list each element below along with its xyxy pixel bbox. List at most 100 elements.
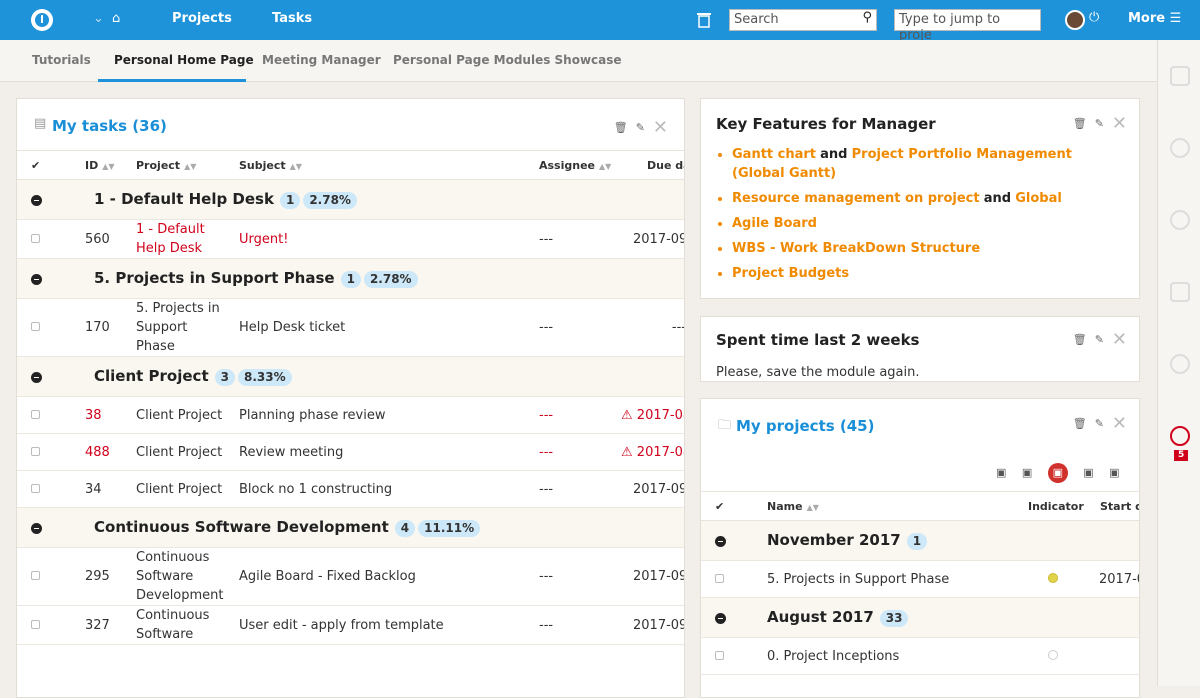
edit-icon[interactable]: ✎: [1094, 117, 1104, 130]
delete-icon[interactable]: 🗑: [1072, 417, 1087, 430]
nav-projects[interactable]: Projects: [172, 11, 232, 26]
project-name: 0. Project Inceptions: [756, 637, 1016, 675]
project-row[interactable]: 0. Project Inceptions: [701, 637, 1139, 675]
panel-title[interactable]: My projects (45): [736, 417, 875, 435]
checkbox[interactable]: [31, 446, 40, 456]
timer-icon[interactable]: [1170, 426, 1190, 446]
edit-icon[interactable]: ✎: [1094, 417, 1104, 430]
close-icon[interactable]: ✕: [1111, 329, 1127, 350]
close-icon[interactable]: ✕: [652, 117, 668, 138]
sidebar-icon[interactable]: [1170, 282, 1190, 302]
group-toggle[interactable]: [17, 356, 72, 397]
feature-link[interactable]: Gantt chart: [732, 147, 817, 162]
group-count: 1: [340, 271, 361, 288]
feature-link[interactable]: WBS - Work BreakDown Structure: [732, 241, 981, 256]
group-toggle[interactable]: [701, 597, 756, 638]
sidebar-icon[interactable]: [1170, 210, 1190, 230]
task-row[interactable]: 327 Continuous Software User edit - apply …: [17, 605, 684, 645]
checkbox[interactable]: [31, 483, 40, 493]
feature-link[interactable]: Project Budgets: [732, 266, 850, 281]
close-icon[interactable]: ✕: [1111, 413, 1127, 434]
task-row[interactable]: 488 Client Project Review meeting --- ⚠ 2017…: [17, 433, 684, 471]
project-row[interactable]: 5. Projects in Support Phase 2017-08: [701, 560, 1139, 598]
checkbox[interactable]: [31, 409, 40, 419]
close-icon[interactable]: ✕: [1111, 113, 1127, 134]
folder-icon: 🗀: [718, 418, 732, 433]
header-row: ✔ ID ▲▼ Project ▲▼ Subject ▲▼ Assignee ▲▼ Du…: [17, 150, 684, 180]
column-header[interactable]: Assignee ▲▼: [514, 150, 621, 180]
column-header[interactable]: Subject ▲▼: [230, 150, 514, 180]
task-due-date: 2017-09-1: [621, 605, 684, 645]
task-subject: Block no 1 constructing: [230, 470, 514, 508]
task-row[interactable]: 560 1 - Default Help Desk Urgent! --- 2017-0…: [17, 219, 684, 259]
delete-icon[interactable]: 🗑: [1072, 117, 1087, 130]
task-assignee: ---: [514, 219, 621, 259]
task-row[interactable]: 34 Client Project Block no 1 constructing -…: [17, 470, 684, 508]
chevron[interactable]: ⌄: [93, 11, 104, 26]
trash-icon[interactable]: [697, 12, 711, 28]
group-name: Continuous Software Development: [94, 518, 389, 536]
task-row[interactable]: 38 Client Project Planning phase review ---…: [17, 396, 684, 434]
column-header[interactable]: Due date: [621, 150, 684, 180]
avatar[interactable]: [1065, 10, 1085, 30]
indicator: [1016, 637, 1091, 675]
nav-tasks[interactable]: Tasks: [272, 11, 313, 26]
checkbox[interactable]: [31, 619, 40, 629]
tab[interactable]: Meeting Manager: [262, 53, 381, 67]
column-header[interactable]: Start da: [1091, 491, 1139, 521]
logo[interactable]: [30, 8, 54, 32]
logout-icon[interactable]: ⏻: [1089, 10, 1100, 25]
group-toggle[interactable]: [17, 507, 72, 548]
group-toggle[interactable]: [17, 258, 72, 299]
edit-icon[interactable]: ✎: [635, 121, 645, 134]
group-name: Client Project: [94, 367, 209, 385]
task-row[interactable]: 170 5. Projects in Support Phase Help Desk…: [17, 298, 684, 357]
task-subject: Planning phase review: [230, 396, 514, 434]
task-id: 38: [72, 396, 127, 434]
column-header[interactable]: Name ▲▼: [756, 491, 1016, 521]
sidebar-icon[interactable]: [1170, 138, 1190, 158]
task-project: Continuous Software Development: [127, 547, 230, 606]
task-row[interactable]: 295 Continuous Software Development Agile …: [17, 547, 684, 606]
check-header: ✔: [701, 491, 756, 521]
column-header[interactable]: Project ▲▼: [127, 150, 230, 180]
checkbox[interactable]: [31, 571, 40, 580]
right-sidebar: 5: [1157, 40, 1200, 686]
sidebar-icon[interactable]: [1170, 66, 1190, 86]
more-label: More: [1128, 11, 1166, 26]
panel-title[interactable]: My tasks (36): [52, 117, 167, 135]
sidebar-icon[interactable]: [1170, 354, 1190, 374]
edit-icon[interactable]: ✎: [1094, 333, 1104, 346]
search-input[interactable]: Search ⚲: [729, 9, 877, 31]
delete-icon[interactable]: 🗑: [613, 121, 628, 134]
task-project: Client Project: [127, 396, 230, 434]
jump-select[interactable]: Type to jump to proje: [894, 9, 1041, 43]
indicator: [1016, 560, 1091, 598]
delete-icon[interactable]: 🗑: [1072, 333, 1087, 346]
task-subject: Agile Board - Fixed Backlog: [230, 547, 514, 606]
tab[interactable]: Tutorials: [32, 53, 91, 67]
checkbox[interactable]: [31, 322, 40, 331]
overdue-icon: ⚠: [621, 444, 637, 460]
feature-link[interactable]: Project Portfolio Management (Global Gan…: [732, 147, 1072, 181]
tab[interactable]: Personal Page Modules Showcase: [393, 53, 622, 67]
checkbox[interactable]: [715, 573, 724, 583]
view-switcher[interactable]: ▣ ▣ ▣ ▣ ▣: [996, 463, 1120, 483]
column-header[interactable]: Indicator: [1016, 491, 1091, 521]
feature-link[interactable]: Global: [1015, 191, 1062, 206]
checkbox[interactable]: [715, 650, 724, 660]
project-name: 5. Projects in Support Phase: [756, 560, 1016, 598]
task-assignee: ---: [514, 298, 621, 357]
collapse-icon: [715, 612, 726, 624]
feature-link[interactable]: Agile Board: [732, 216, 817, 231]
column-header[interactable]: ID ▲▼: [72, 150, 127, 180]
group-toggle[interactable]: [701, 520, 756, 561]
task-due-date: ---: [621, 298, 684, 357]
more-menu[interactable]: More ☰: [1128, 11, 1182, 26]
feature-link[interactable]: Resource management on project: [732, 191, 980, 206]
checkbox[interactable]: [31, 233, 40, 243]
group-toggle[interactable]: [17, 179, 72, 220]
home-icon[interactable]: ⌂: [112, 11, 121, 26]
tab-active[interactable]: Personal Home Page: [114, 53, 254, 67]
